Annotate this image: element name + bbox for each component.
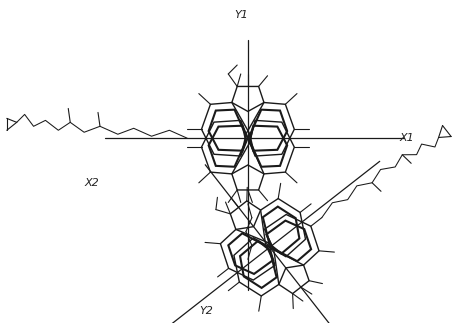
Text: X1: X1: [399, 133, 414, 143]
Text: Y2: Y2: [200, 306, 213, 316]
Text: X2: X2: [84, 178, 99, 188]
Text: Y1: Y1: [234, 10, 248, 20]
